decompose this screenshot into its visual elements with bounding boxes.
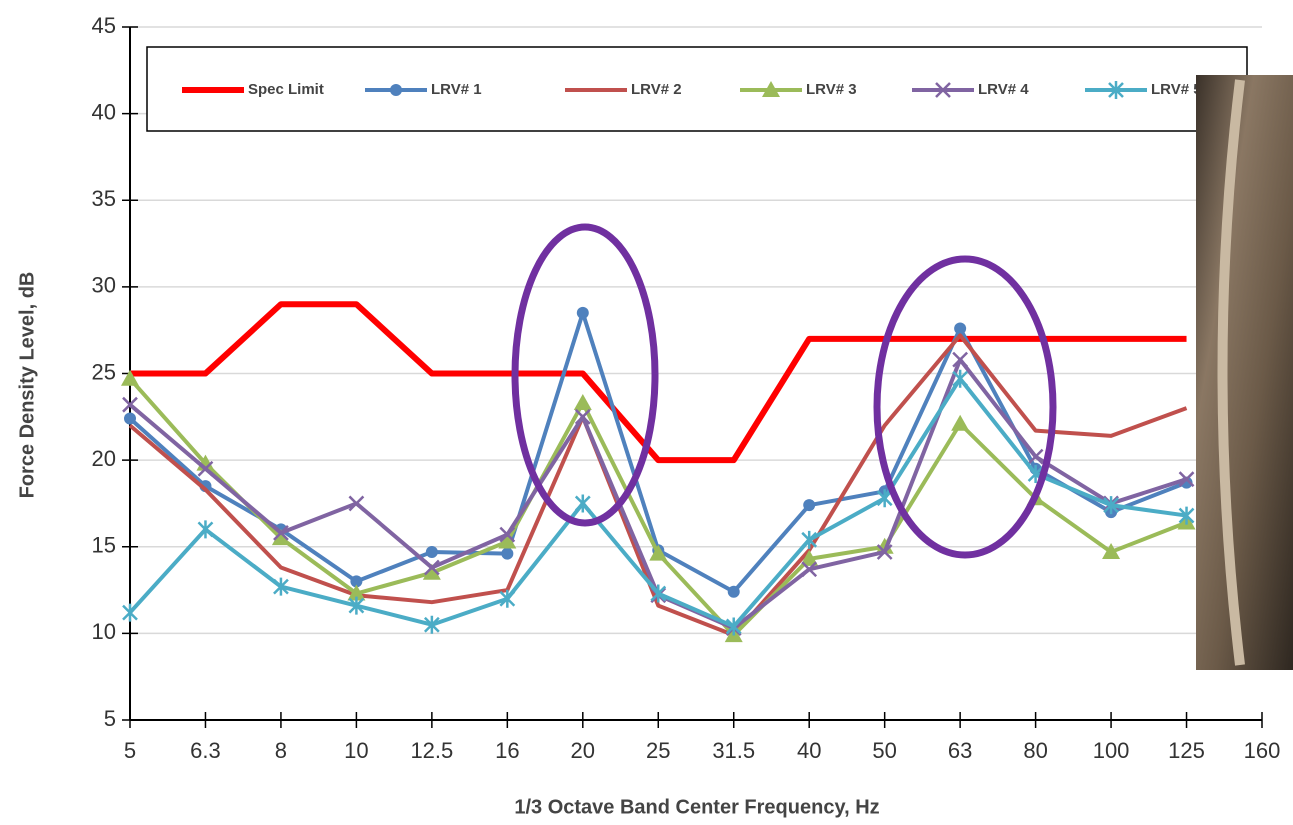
marker xyxy=(348,596,365,615)
marker xyxy=(423,559,440,576)
highlight-ellipse xyxy=(511,223,659,527)
marker xyxy=(347,584,366,601)
marker xyxy=(762,81,780,97)
y-tick-label: 35 xyxy=(92,186,116,211)
x-tick-label: 6.3 xyxy=(190,738,221,763)
marker xyxy=(649,544,668,561)
legend-label: Spec Limit xyxy=(248,81,324,98)
x-tick-label: 8 xyxy=(275,738,287,763)
marker xyxy=(122,603,138,622)
x-tick-label: 63 xyxy=(948,738,972,763)
marker xyxy=(801,561,818,578)
y-tick-label: 15 xyxy=(92,533,116,558)
marker xyxy=(801,530,818,549)
marker xyxy=(1103,496,1119,515)
x-axis-title: 1/3 Octave Band Center Frequency, Hz xyxy=(514,796,879,818)
marker xyxy=(121,369,139,386)
y-tick-label: 25 xyxy=(92,359,116,384)
x-tick-label: 160 xyxy=(1244,738,1281,763)
y-tick-label: 30 xyxy=(92,273,116,298)
marker xyxy=(954,322,967,335)
marker xyxy=(800,549,819,566)
x-tick-label: 5 xyxy=(124,738,136,763)
marker xyxy=(499,589,516,608)
marker xyxy=(390,84,402,96)
marker xyxy=(122,396,138,413)
y-tick-label: 5 xyxy=(104,706,116,731)
marker xyxy=(348,495,365,512)
marker xyxy=(875,537,894,554)
marker xyxy=(1178,506,1195,525)
y-axis-title: Force Density Level, dB xyxy=(16,272,38,499)
marker xyxy=(935,82,951,98)
series-line xyxy=(128,333,1188,638)
marker xyxy=(952,351,969,368)
y-tick-label: 45 xyxy=(92,13,116,38)
marker xyxy=(574,494,591,513)
marker xyxy=(650,584,667,603)
x-tick-label: 12.5 xyxy=(410,738,453,763)
marker xyxy=(273,577,289,596)
marker xyxy=(350,575,363,588)
marker xyxy=(271,529,290,546)
marker xyxy=(573,393,592,410)
marker xyxy=(876,544,893,560)
legend-box xyxy=(146,46,1248,132)
marker xyxy=(876,489,893,508)
photo-overlay xyxy=(1196,75,1293,670)
photo-detail xyxy=(1217,79,1245,666)
legend-label: LRV# 1 xyxy=(431,81,482,98)
x-tick-label: 31.5 xyxy=(712,738,755,763)
x-tick-label: 20 xyxy=(571,738,595,763)
marker xyxy=(952,369,969,388)
marker xyxy=(803,499,816,512)
x-tick-label: 100 xyxy=(1093,738,1130,763)
y-tick-label: 40 xyxy=(92,99,116,124)
marker xyxy=(576,306,589,319)
marker xyxy=(273,525,289,541)
x-tick-label: 50 xyxy=(872,738,896,763)
y-tick-label: 20 xyxy=(92,446,116,471)
marker xyxy=(423,615,440,634)
x-tick-label: 25 xyxy=(646,738,670,763)
marker xyxy=(574,408,591,425)
marker xyxy=(1027,448,1044,465)
x-tick-label: 125 xyxy=(1168,738,1205,763)
legend-label: LRV# 2 xyxy=(631,81,682,98)
marker xyxy=(1178,471,1195,488)
marker xyxy=(499,526,516,543)
marker xyxy=(1102,542,1121,559)
y-tick-label: 10 xyxy=(92,619,116,644)
marker xyxy=(1108,81,1124,99)
marker xyxy=(951,414,970,431)
x-tick-label: 16 xyxy=(495,738,519,763)
series-line xyxy=(130,301,1187,464)
marker xyxy=(422,563,441,580)
marker xyxy=(425,545,438,558)
marker xyxy=(197,520,214,539)
legend-label: LRV# 4 xyxy=(978,81,1029,98)
highlight-ellipse xyxy=(873,255,1057,559)
marker xyxy=(124,412,136,425)
marker xyxy=(501,547,514,560)
marker xyxy=(725,617,742,636)
legend-label: LRV# 5 xyxy=(1151,81,1202,98)
marker xyxy=(498,532,517,549)
x-tick-label: 40 xyxy=(797,738,821,763)
x-tick-label: 10 xyxy=(344,738,368,763)
marker xyxy=(727,585,740,598)
marker xyxy=(197,460,214,477)
legend-label: LRV# 3 xyxy=(806,81,857,98)
x-tick-label: 80 xyxy=(1023,738,1047,763)
